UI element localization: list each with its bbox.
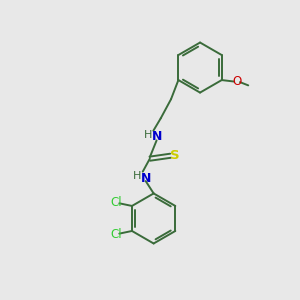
Text: H: H [144,130,152,140]
Text: O: O [232,75,242,88]
Text: N: N [152,130,162,143]
Text: N: N [141,172,152,184]
Text: H: H [133,171,142,181]
Text: Cl: Cl [110,196,122,209]
Text: Cl: Cl [110,228,122,241]
Text: S: S [170,149,179,162]
